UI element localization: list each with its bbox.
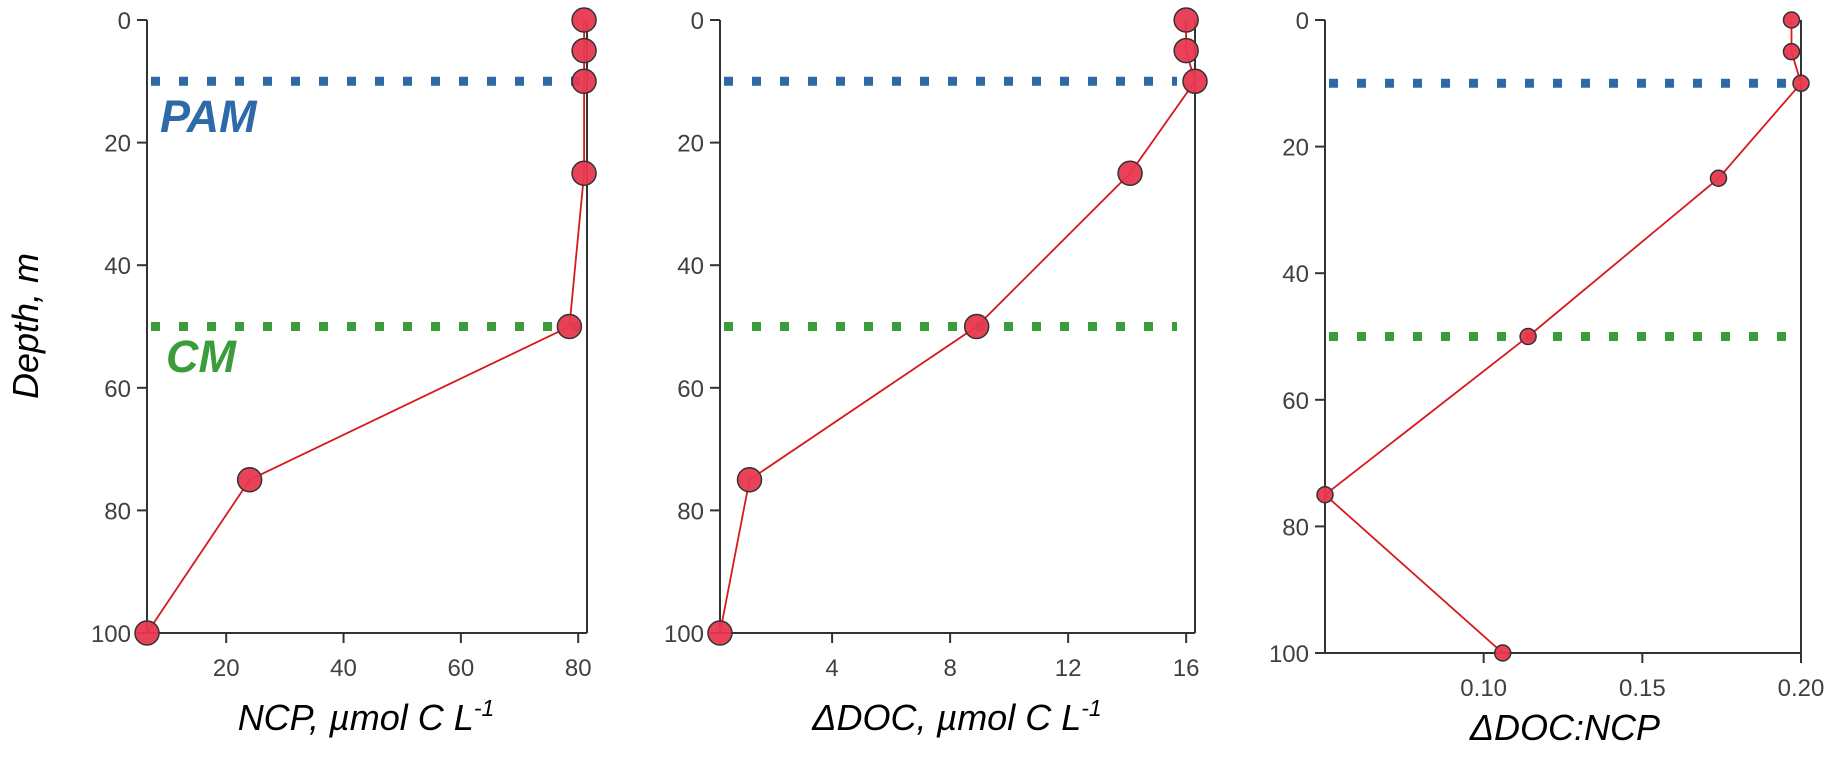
panel-1: 0 20 40 60 80 100 20 40 60 80 NCP, µmol C L-1 Depth… xyxy=(5,7,597,738)
data-point xyxy=(1792,74,1810,93)
panel-3: 0 20 40 60 80 100 0.10 0.15 0.20 ΔDOC:NCP xyxy=(1269,8,1824,748)
data-point xyxy=(963,313,990,340)
y-tick-label: 0 xyxy=(1296,8,1309,35)
reference-label-pam: PAM xyxy=(160,91,258,142)
data-point xyxy=(1519,327,1537,346)
y-tick-label: 80 xyxy=(1282,514,1309,541)
y-tick-label: 40 xyxy=(677,253,704,280)
x-tick-label: 20 xyxy=(213,655,240,682)
y-tick-label: 20 xyxy=(677,131,704,158)
data-point xyxy=(1782,11,1801,29)
x-tick-label: 80 xyxy=(565,655,592,682)
x-tick-label: 60 xyxy=(448,655,475,682)
data-point xyxy=(571,160,597,186)
x-axis-title-superscript: -1 xyxy=(1081,695,1101,721)
plot-area xyxy=(134,7,597,646)
x-axis-title-text: NCP, µmol C L xyxy=(238,697,474,738)
y-tick-label: 20 xyxy=(1282,135,1309,162)
x-tick-label: 4 xyxy=(825,655,838,682)
data-point xyxy=(1117,160,1143,186)
data-point xyxy=(1173,37,1199,64)
x-axis-title: ΔDOC, µmol C L-1 xyxy=(811,695,1101,738)
y-tick-label: 0 xyxy=(691,8,704,35)
data-point xyxy=(1182,68,1208,95)
x-tick-label: 8 xyxy=(943,655,956,682)
y-tick-label: 100 xyxy=(664,621,704,648)
y-tick-label: 20 xyxy=(104,131,131,158)
x-axis-title: ΔDOC:NCP xyxy=(1469,707,1660,748)
x-tick-label: 16 xyxy=(1173,655,1200,682)
data-point xyxy=(1173,7,1199,33)
data-point xyxy=(556,313,583,340)
x-tick-label: 40 xyxy=(330,655,357,682)
x-axis-title-superscript: -1 xyxy=(474,695,494,721)
y-tick-label: 0 xyxy=(118,8,131,35)
data-point xyxy=(1493,644,1512,662)
data-point xyxy=(134,620,160,646)
data-point xyxy=(1316,486,1334,504)
y-axis-title: Depth, m xyxy=(5,253,46,399)
x-axis-title-text: ΔDOC:NCP xyxy=(1469,707,1660,748)
data-point xyxy=(736,467,763,493)
x-axis-title-text: ΔDOC, µmol C L xyxy=(811,697,1081,738)
data-point xyxy=(236,467,263,493)
data-point xyxy=(571,7,597,33)
x-axis-title: NCP, µmol C L-1 xyxy=(238,695,495,738)
x-tick-label: 0.15 xyxy=(1619,675,1666,702)
y-tick-label: 100 xyxy=(91,621,131,648)
data-point xyxy=(1709,169,1728,187)
y-tick-label: 60 xyxy=(1282,388,1309,415)
y-tick-label: 80 xyxy=(677,498,704,525)
y-tick-label: 60 xyxy=(104,376,131,403)
plot-area xyxy=(707,7,1208,646)
data-point xyxy=(707,620,733,646)
data-point xyxy=(571,68,597,95)
y-tick-label: 40 xyxy=(1282,261,1309,288)
y-tick-label: 40 xyxy=(104,253,131,280)
data-point xyxy=(1782,42,1801,61)
panel-2: 0 20 40 60 80 100 4 8 12 16 ΔDOC, µmol C L-1 xyxy=(664,7,1208,738)
plot-area xyxy=(1316,11,1810,662)
data-point xyxy=(571,37,597,64)
x-tick-label: 0.10 xyxy=(1460,675,1507,702)
y-tick-label: 100 xyxy=(1269,641,1309,668)
y-tick-label: 80 xyxy=(104,498,131,525)
x-tick-label: 12 xyxy=(1055,655,1082,682)
y-tick-label: 60 xyxy=(677,376,704,403)
reference-label-cm: CM xyxy=(166,331,237,382)
x-tick-label: 0.20 xyxy=(1778,675,1824,702)
